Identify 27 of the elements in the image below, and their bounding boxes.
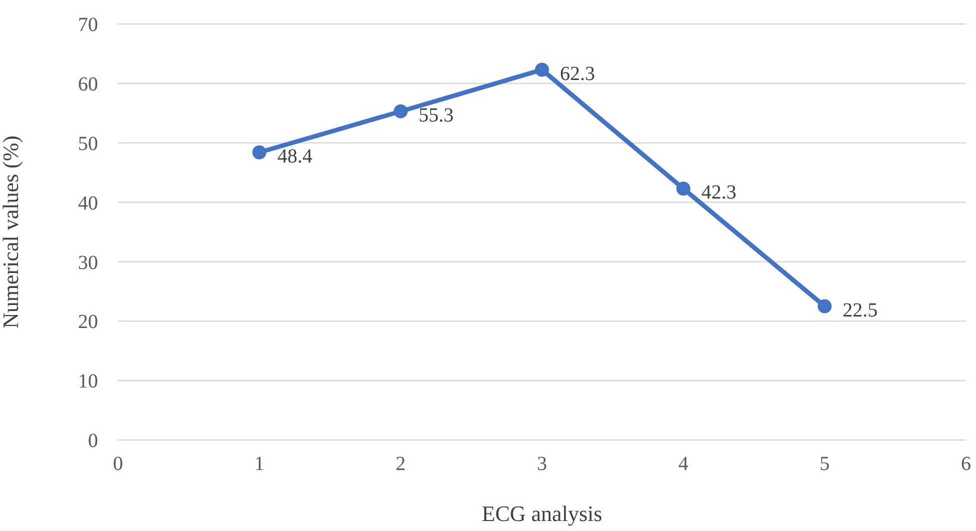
point bbox=[535, 62, 549, 77]
point bbox=[394, 104, 408, 118]
y-tick-label: 30 bbox=[78, 252, 98, 274]
y-tick-label: 50 bbox=[78, 132, 98, 155]
data-label: 48.4 bbox=[277, 145, 312, 168]
x-axis-title: ECG analysis bbox=[482, 501, 602, 526]
data-label: 42.3 bbox=[701, 182, 736, 204]
y-tick-label: 70 bbox=[78, 14, 98, 36]
point bbox=[676, 182, 690, 196]
data-label: 55.3 bbox=[418, 104, 454, 126]
x-tick-label: 0 bbox=[113, 453, 123, 476]
y-axis-title: Numerical values (%) bbox=[0, 135, 23, 329]
x-tick-label: 5 bbox=[820, 453, 830, 476]
y-tick-label: 10 bbox=[78, 370, 98, 393]
x-tick-label: 6 bbox=[961, 453, 971, 476]
x-tick-label: 2 bbox=[396, 453, 406, 476]
y-tick-label: 40 bbox=[78, 192, 98, 214]
point bbox=[818, 299, 832, 314]
y-tick-label: 60 bbox=[78, 74, 98, 96]
data-label: 22.5 bbox=[842, 299, 878, 322]
y-tick-label: 0 bbox=[88, 430, 98, 452]
x-tick-label: 1 bbox=[254, 453, 264, 476]
point bbox=[252, 145, 266, 160]
data-label: 62.3 bbox=[560, 62, 595, 85]
x-tick-label: 3 bbox=[537, 453, 547, 476]
x-tick-label: 4 bbox=[678, 453, 688, 476]
y-tick-label: 20 bbox=[78, 311, 98, 334]
